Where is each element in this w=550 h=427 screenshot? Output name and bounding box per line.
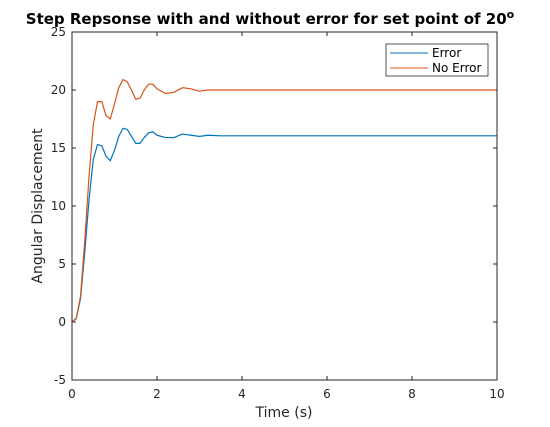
legend-box	[385, 43, 489, 77]
x-tick-label: 6	[323, 387, 331, 401]
legend: Error No Error	[385, 43, 489, 77]
y-axis-label: Angular Displacement	[30, 128, 46, 284]
y-axis-ticks: -5 0 5 10 15 20 25	[51, 25, 497, 387]
y-tick-label: 10	[51, 199, 66, 213]
y-tick-label: 15	[51, 141, 66, 155]
x-axis-label: Time (s)	[255, 405, 313, 421]
y-tick-label: 0	[58, 315, 66, 329]
x-tick-label: 4	[238, 387, 246, 401]
plot-area	[72, 32, 497, 380]
series-line-error	[71, 127, 497, 323]
y-tick-label: -5	[54, 373, 66, 387]
y-tick-label: 20	[51, 83, 66, 97]
legend-label-error: Error	[432, 46, 461, 60]
x-tick-label: 10	[489, 387, 504, 401]
series-layer	[71, 78, 497, 323]
chart-title: Step Repsonse with and without error for…	[26, 8, 515, 28]
x-tick-label: 0	[68, 387, 76, 401]
y-tick-label: 25	[51, 25, 66, 39]
x-tick-label: 2	[153, 387, 161, 401]
series-line-no-error	[71, 78, 497, 323]
title-superscript: o	[507, 8, 515, 21]
y-tick-label: 5	[58, 257, 66, 271]
plot-frame	[71, 31, 498, 381]
legend-label-no-error: No Error	[432, 61, 481, 75]
x-tick-label: 8	[408, 387, 416, 401]
